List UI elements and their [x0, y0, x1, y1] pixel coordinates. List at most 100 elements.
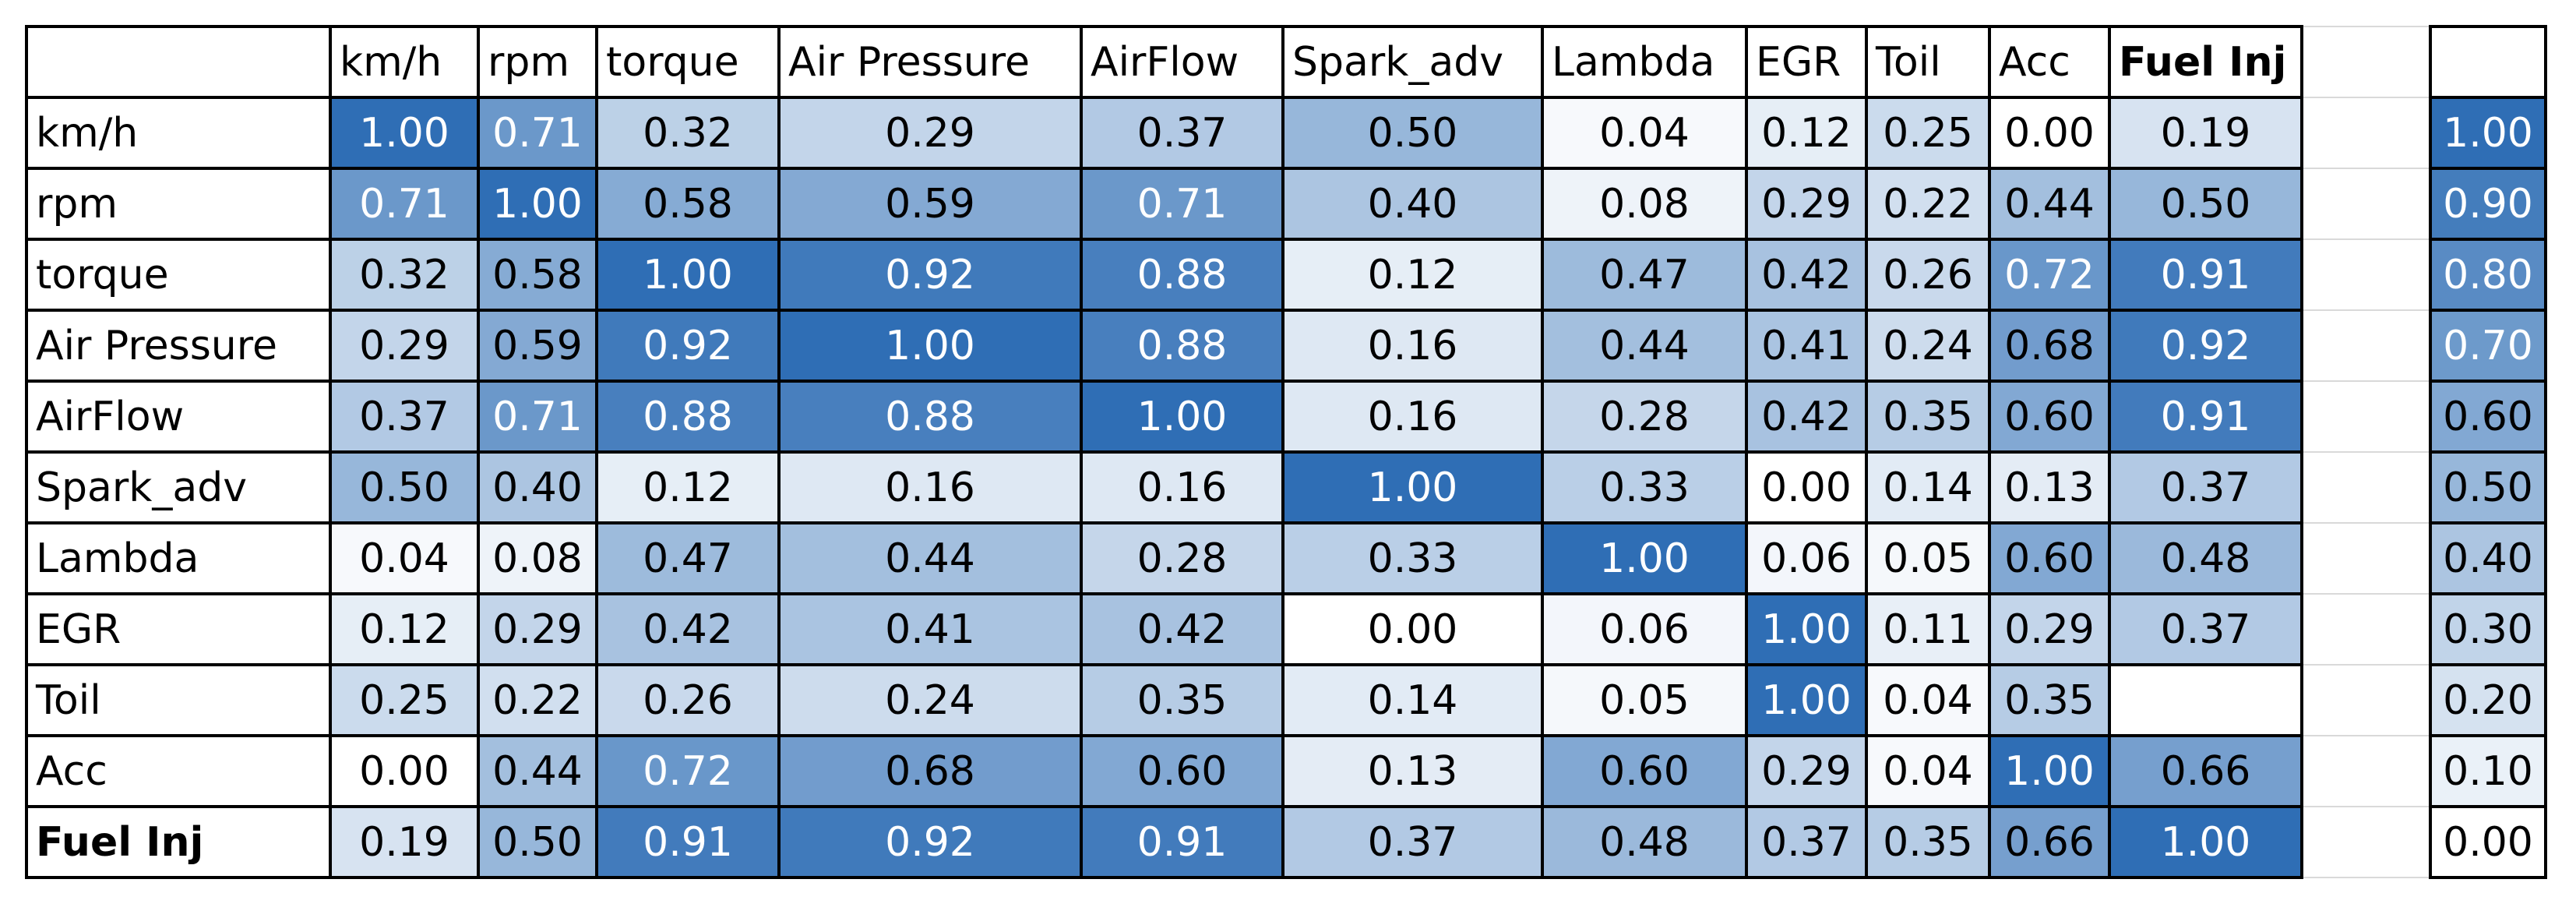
value-cell: 0.37 [329, 380, 480, 454]
value-cell: 0.48 [1541, 805, 1748, 879]
gap-cell [2300, 309, 2432, 382]
value-cell: 0.71 [477, 380, 598, 454]
legend-cell: 0.80 [2429, 238, 2547, 312]
legend-cell: 0.90 [2429, 167, 2547, 241]
data-row: AirFlow 0.37 0.71 0.88 0.88 1.00 0.16 0.28 0.42 0… [25, 380, 2547, 454]
value-cell: 0.88 [777, 380, 1083, 454]
value-cell: 0.19 [2108, 96, 2303, 170]
empty-cell [2108, 663, 2303, 737]
row-header: Lambda [25, 521, 332, 595]
column-header: Spark_adv [1281, 25, 1544, 99]
value-cell: 0.26 [595, 663, 781, 737]
legend-cell: 0.70 [2429, 309, 2547, 383]
value-cell: 0.22 [1865, 167, 1991, 241]
value-cell: 0.14 [1865, 450, 1991, 524]
row-header: Air Pressure [25, 309, 332, 383]
value-cell: 0.42 [1745, 380, 1868, 454]
value-cell: 0.88 [595, 380, 781, 454]
row-header: EGR [25, 592, 332, 666]
legend-cell: 0.40 [2429, 521, 2547, 595]
value-cell: 0.60 [1988, 380, 2111, 454]
legend-cell: 0.10 [2429, 734, 2547, 808]
value-cell: 0.47 [1541, 238, 1748, 312]
value-cell: 0.28 [1080, 521, 1284, 595]
header-row: km/h rpm torque Air Pressure AirFlow Spark_ad… [25, 25, 2547, 99]
value-cell: 0.12 [329, 592, 480, 666]
data-row: km/h 1.00 0.71 0.32 0.29 0.37 0.50 0.04 0.12 0.25… [25, 96, 2547, 170]
data-row: torque 0.32 0.58 1.00 0.92 0.88 0.12 0.47 0.42 0.… [25, 238, 2547, 312]
column-header: torque [595, 25, 781, 99]
value-cell: 0.00 [329, 734, 480, 808]
value-cell: 0.88 [1080, 238, 1284, 312]
value-cell: 0.06 [1541, 592, 1748, 666]
value-cell: 1.00 [1745, 592, 1868, 666]
data-row: Spark_adv 0.50 0.40 0.12 0.16 0.16 1.00 0.33 0.0… [25, 450, 2547, 524]
data-row: Air Pressure 0.29 0.59 0.92 1.00 0.88 0.16 0.44… [25, 309, 2547, 383]
data-row: Acc 0.00 0.44 0.72 0.68 0.60 0.13 0.60 0.29 0.04 1… [25, 734, 2547, 808]
value-cell: 0.71 [1080, 167, 1284, 241]
column-header: km/h [329, 25, 480, 99]
row-header: km/h [25, 96, 332, 170]
value-cell: 0.44 [1541, 309, 1748, 383]
correlation-table: km/h rpm torque Air Pressure AirFlow Spark_ad… [25, 25, 2547, 879]
value-cell: 0.33 [1541, 450, 1748, 524]
value-cell: 0.22 [477, 663, 598, 737]
value-cell: 0.71 [477, 96, 598, 170]
column-header: EGR [1745, 25, 1868, 99]
value-cell: 0.12 [1281, 238, 1544, 312]
value-cell: 0.60 [1988, 521, 2111, 595]
column-header: Acc [1988, 25, 2111, 99]
value-cell: 0.88 [1080, 309, 1284, 383]
column-header: Air Pressure [777, 25, 1083, 99]
value-cell: 0.91 [2108, 380, 2303, 454]
value-cell: 0.24 [1865, 309, 1991, 383]
column-header: Toil [1865, 25, 1991, 99]
value-cell: 0.06 [1745, 521, 1868, 595]
value-cell: 0.40 [477, 450, 598, 524]
data-row: Fuel Inj 0.19 0.50 0.91 0.92 0.91 0.37 0.48 0.37… [25, 805, 2547, 879]
value-cell: 0.72 [1988, 238, 2111, 312]
value-cell: 0.50 [2108, 167, 2303, 241]
value-cell: 0.68 [777, 734, 1083, 808]
value-cell: 0.37 [2108, 450, 2303, 524]
value-cell: 0.16 [1281, 309, 1544, 383]
value-cell: 0.92 [777, 805, 1083, 879]
legend-cell: 0.30 [2429, 592, 2547, 666]
value-cell: 0.66 [1988, 805, 2111, 879]
value-cell: 1.00 [777, 309, 1083, 383]
value-cell: 0.42 [595, 592, 781, 666]
value-cell: 0.71 [329, 167, 480, 241]
value-cell: 0.50 [329, 450, 480, 524]
value-cell: 0.28 [1541, 380, 1748, 454]
value-cell: 0.92 [777, 238, 1083, 312]
value-cell: 0.04 [1865, 663, 1991, 737]
row-header: AirFlow [25, 380, 332, 454]
value-cell: 0.37 [1281, 805, 1544, 879]
value-cell: 0.04 [1541, 96, 1748, 170]
gap-cell [2300, 451, 2432, 524]
row-header: torque [25, 238, 332, 312]
legend-header [2429, 25, 2547, 99]
value-cell: 0.37 [1080, 96, 1284, 170]
value-cell: 0.41 [777, 592, 1083, 666]
value-cell: 0.25 [329, 663, 480, 737]
value-cell: 0.29 [1745, 167, 1868, 241]
value-cell: 0.35 [1865, 380, 1991, 454]
value-cell: 0.32 [329, 238, 480, 312]
value-cell: 1.00 [1988, 734, 2111, 808]
legend-cell: 0.00 [2429, 805, 2547, 879]
value-cell: 1.00 [1080, 380, 1284, 454]
gap-cell [2300, 593, 2432, 666]
row-header: Toil [25, 663, 332, 737]
value-cell: 0.35 [1080, 663, 1284, 737]
value-cell: 0.41 [1745, 309, 1868, 383]
value-cell: 0.91 [595, 805, 781, 879]
value-cell: 0.66 [2108, 734, 2303, 808]
value-cell: 0.11 [1865, 592, 1991, 666]
value-cell: 0.91 [1080, 805, 1284, 879]
value-cell: 0.35 [1865, 805, 1991, 879]
value-cell: 0.16 [1080, 450, 1284, 524]
value-cell: 0.50 [1281, 96, 1544, 170]
value-cell: 0.68 [1988, 309, 2111, 383]
